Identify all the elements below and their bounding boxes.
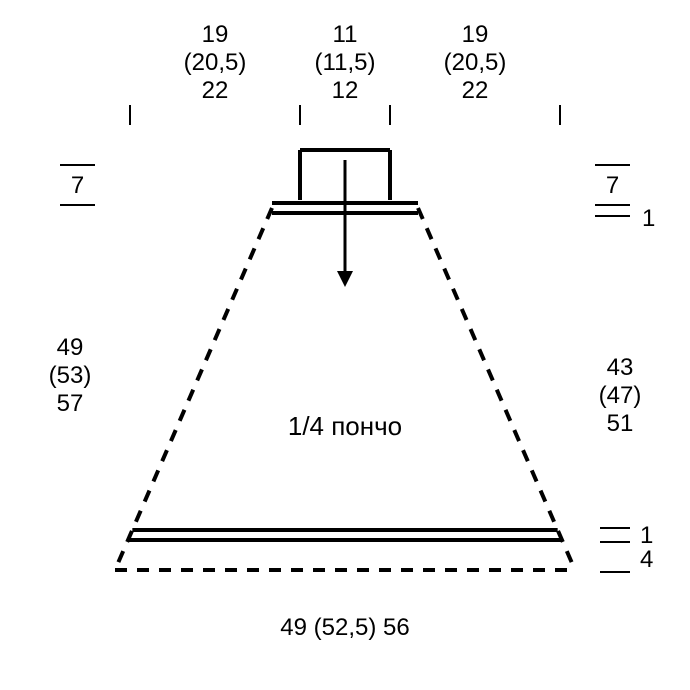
measurement-label: 22 xyxy=(202,77,229,104)
measurement-label: (11,5) xyxy=(315,49,376,76)
right-7-label: 7 xyxy=(606,172,619,199)
right-1-upper-label: 1 xyxy=(642,205,655,232)
measurement-label: 11 xyxy=(333,21,358,48)
measurement-label: (20,5) xyxy=(184,49,247,76)
measurement-label: (53) xyxy=(49,362,92,389)
left-7-label: 7 xyxy=(71,172,84,199)
measurement-label: (20,5) xyxy=(444,49,507,76)
measurement-label: 22 xyxy=(462,77,489,104)
measurement-label: 43 xyxy=(607,354,634,381)
center-title: 1/4 пончо xyxy=(288,411,402,441)
right-1-lower-label: 1 xyxy=(640,522,653,549)
measurement-label: 57 xyxy=(57,390,84,417)
direction-arrow xyxy=(337,271,353,287)
measurement-label: 19 xyxy=(462,21,489,48)
bottom-width-label: 49 (52,5) 56 xyxy=(280,614,409,641)
measurement-label: 49 xyxy=(57,334,84,361)
measurement-label: 51 xyxy=(607,410,634,437)
measurement-label: 12 xyxy=(332,77,359,104)
right-4-label: 4 xyxy=(640,546,653,573)
measurement-label: 19 xyxy=(202,21,229,48)
measurement-label: (47) xyxy=(599,382,642,409)
